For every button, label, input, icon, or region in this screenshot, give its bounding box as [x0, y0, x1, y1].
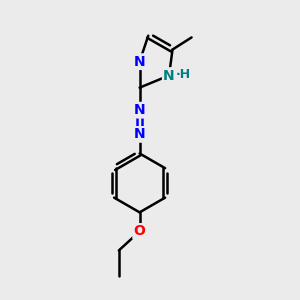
Text: N: N: [134, 103, 146, 117]
Text: ·H: ·H: [176, 68, 191, 81]
Text: O: O: [134, 224, 146, 239]
Text: N: N: [163, 68, 175, 83]
Text: N: N: [134, 128, 146, 141]
Text: N: N: [134, 55, 146, 69]
